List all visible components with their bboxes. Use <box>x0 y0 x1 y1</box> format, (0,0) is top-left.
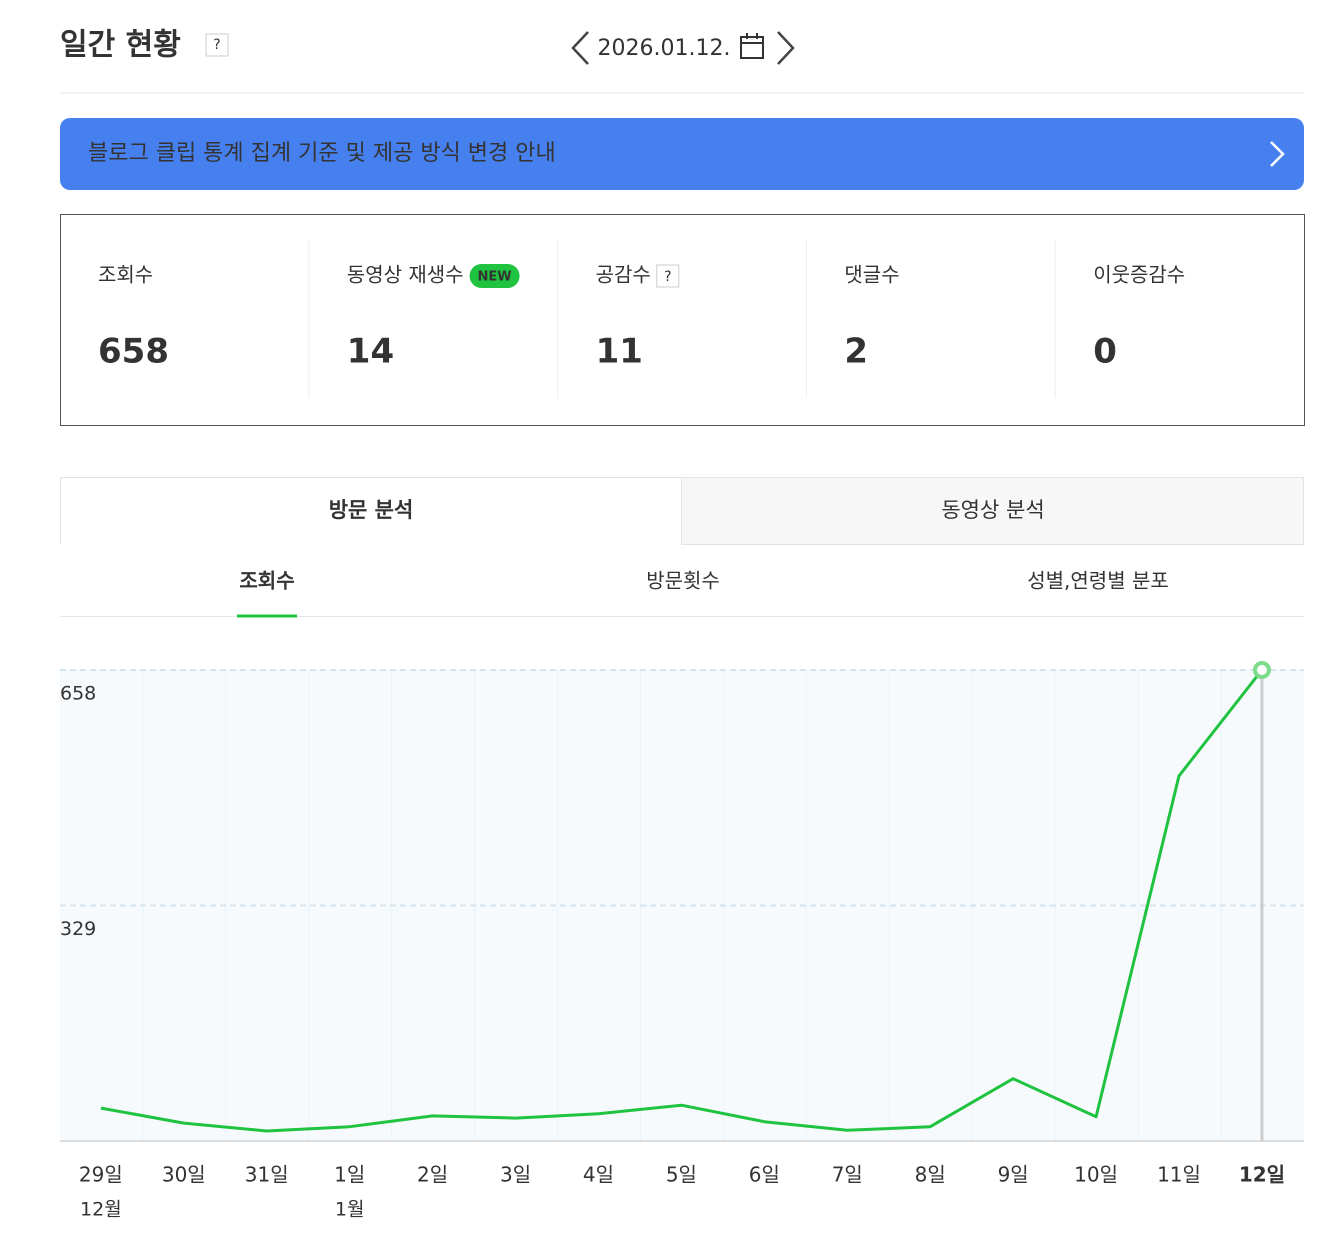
stat-value: 2 <box>844 332 868 372</box>
notice-arrow <box>1270 141 1285 167</box>
x-tick-label: 4일 <box>583 1163 614 1187</box>
stat-label: 댓글수 <box>844 263 899 287</box>
data-line <box>100 669 1264 1133</box>
calendar-icon[interactable] <box>740 33 764 59</box>
y-tick-label: 658 <box>60 683 96 705</box>
help-icon-text: ? <box>664 269 671 285</box>
notice-banner[interactable] <box>60 118 1304 190</box>
stat-label: 조회수 <box>98 263 153 287</box>
stat-value: 658 <box>98 332 169 372</box>
next-date[interactable] <box>777 31 795 65</box>
prev-date[interactable] <box>571 31 589 65</box>
page-title: 일간 현황 <box>60 28 181 63</box>
x-tick-label: 5일 <box>666 1163 697 1187</box>
stat-label: 공감수 <box>596 263 651 287</box>
subtab-label[interactable]: 조회수 <box>239 569 294 593</box>
stat-value: 0 <box>1093 332 1117 372</box>
y-tick-label: 329 <box>60 918 96 940</box>
x-tick-label: 9일 <box>998 1163 1029 1187</box>
chart: 329 658 29일 12월 30일 31일 1일 1월 2일 3일 4일 5일 6일 7일 8일 9일 10… <box>60 661 1304 1221</box>
help-icon[interactable] <box>656 264 680 288</box>
stat-label: 동영상 재생수 <box>347 263 464 287</box>
x-tick-label: 1일 <box>334 1163 365 1187</box>
help-icon[interactable] <box>205 33 229 57</box>
x-tick-label: 31일 <box>245 1163 289 1187</box>
x-tick-label: 10일 <box>1074 1163 1118 1187</box>
x-tick-label: 3일 <box>500 1163 531 1187</box>
tab-label: 동영상 분석 <box>941 498 1044 522</box>
stat-value: 14 <box>347 332 394 372</box>
x-tick-label: 6일 <box>749 1163 780 1187</box>
subtab-label[interactable]: 성별,연령별 분포 <box>1027 569 1169 593</box>
x-tick-label: 12일 <box>1239 1163 1285 1187</box>
x-tick-label: 7일 <box>832 1163 863 1187</box>
stat-label: 이웃증감수 <box>1093 263 1185 287</box>
date: 2026.01.12. <box>598 36 731 61</box>
x-tick-label: 8일 <box>915 1163 946 1187</box>
notice-text: 블로그 클립 통계 집계 기준 및 제공 방식 변경 안내 <box>88 141 556 166</box>
stats-box <box>60 214 1305 426</box>
stat-value: 11 <box>596 332 643 372</box>
stats: 조회수 658 동영상 재생수 NEW 14 공감수 ? 11 댓글수 2 이웃증감수 0 <box>98 240 1185 398</box>
x-tick-label: 29일 <box>79 1163 123 1187</box>
tab-label: 방문 분석 <box>329 498 414 522</box>
new-badge-text: NEW <box>478 270 512 285</box>
subtab-label[interactable]: 방문횟수 <box>646 569 720 593</box>
x-tick-label: 11일 <box>1157 1163 1201 1187</box>
help-icon-text: ? <box>213 37 220 53</box>
month-label: 12월 <box>80 1199 122 1221</box>
x-tick-label: 30일 <box>162 1163 206 1187</box>
x-tick-label: 2일 <box>417 1163 448 1187</box>
month-label: 1월 <box>335 1199 365 1221</box>
new-badge <box>469 264 520 288</box>
tab-inactive[interactable] <box>681 477 1304 545</box>
highlight-point <box>1252 661 1271 679</box>
tab-active[interactable] <box>60 477 682 545</box>
